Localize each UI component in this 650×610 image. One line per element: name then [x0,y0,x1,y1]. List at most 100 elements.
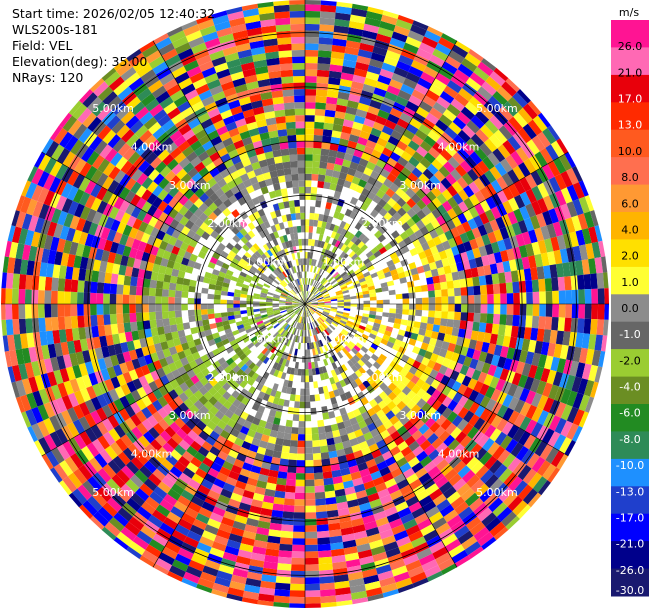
velocity-gate [377,109,390,120]
velocity-gate [291,557,305,565]
velocity-gate [314,485,325,493]
velocity-gate [370,185,380,195]
velocity-gate [324,320,331,326]
velocity-gate [405,227,415,237]
velocity-gate [290,23,305,31]
velocity-gate [305,557,319,565]
velocity-gate [11,304,19,320]
velocity-gate [516,89,531,104]
velocity-gate [370,170,380,180]
velocity-gate [547,342,556,357]
velocity-gate [297,167,305,174]
velocity-gate [566,201,578,218]
velocity-gate [451,415,464,427]
velocity-gate [487,231,498,244]
velocity-gate [318,556,333,565]
velocity-gate [463,356,473,367]
velocity-gate [575,362,586,379]
velocity-gate [384,271,392,278]
velocity-gate [432,252,442,262]
velocity-gate [373,164,384,175]
velocity-gate [426,255,436,264]
velocity-gate [420,215,431,226]
velocity-gate [560,187,573,204]
velocity-gate [473,312,481,323]
velocity-gate [565,217,576,234]
velocity-gate [122,304,130,314]
velocity-gate [401,386,412,396]
velocity-gate [537,239,548,254]
velocity-gate [554,190,567,206]
velocity-gate [438,233,448,244]
velocity-gate [323,242,329,250]
velocity-gate [168,317,177,326]
velocity-gate [332,38,347,47]
velocity-gate [352,121,364,131]
velocity-gate [448,296,455,304]
velocity-gate [441,289,449,297]
velocity-gate [293,525,305,532]
velocity-gate [307,258,310,266]
velocity-gate [340,364,348,372]
velocity-gate [481,512,497,527]
velocity-gate [359,280,367,286]
velocity-gate [461,221,472,233]
velocity-gate [461,469,476,484]
velocity-gate [283,95,295,104]
velocity-gate [427,130,441,142]
velocity-gate [503,358,513,371]
velocity-gate [83,292,91,304]
velocity-gate [474,304,481,314]
velocity-gate [558,437,572,454]
velocity-gate [399,367,409,377]
velocity-gate [501,421,514,436]
velocity-gate [591,349,601,367]
velocity-gate [305,596,321,604]
velocity-gate [596,319,605,336]
velocity-gate [382,202,393,212]
velocity-gate [25,318,33,334]
velocity-gate [430,410,442,422]
velocity-gate [444,144,457,157]
velocity-gate [430,268,439,277]
velocity-gate [318,317,324,324]
velocity-gate [379,414,390,425]
velocity-gate [365,278,374,284]
velocity-gate [421,205,432,216]
velocity-gate [305,69,318,77]
velocity-gate [305,277,307,285]
velocity-gate [83,280,92,293]
velocity-gate [420,316,429,324]
velocity-gate [320,277,326,284]
velocity-gate [376,137,388,148]
velocity-gate [361,30,378,40]
velocity-gate [189,279,197,287]
velocity-gate [324,484,335,492]
velocity-gate [407,172,419,183]
velocity-gate [122,313,131,324]
velocity-gate [336,351,344,359]
velocity-gate [64,291,71,304]
velocity-gate [426,385,437,396]
velocity-gate [566,168,579,185]
velocity-gate [310,278,314,286]
velocity-gate [319,17,335,26]
velocity-gate [321,291,329,296]
velocity-gate [502,200,514,214]
velocity-gate [488,95,504,111]
velocity-gate [320,452,330,460]
velocity-gate [390,269,398,276]
velocity-gate [506,347,516,360]
velocity-gate [496,404,509,418]
velocity-gate [376,439,387,450]
velocity-gate [373,454,385,465]
velocity-gate [492,283,501,295]
velocity-gate [421,357,430,367]
velocity-gate [552,371,563,387]
velocity-gate [382,396,393,406]
velocity-gate [538,316,546,330]
velocity-gate [273,323,280,329]
velocity-gate [526,304,533,316]
velocity-gate [425,112,439,125]
velocity-gate [314,239,319,247]
